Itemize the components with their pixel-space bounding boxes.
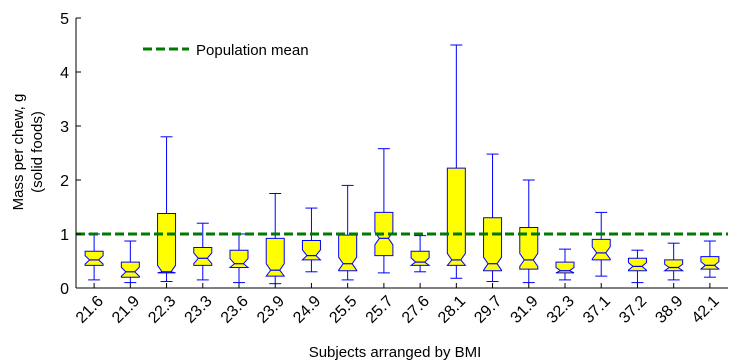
box-37.1	[591, 211, 611, 277]
legend: Population mean	[143, 42, 309, 59]
x-tick-label: 23.6	[218, 293, 252, 327]
notched-box	[338, 234, 358, 272]
legend-label-population-mean: Population mean	[196, 42, 309, 59]
notched-box	[591, 238, 611, 261]
y-tick-label: 3	[60, 119, 69, 136]
x-tick-label: 21.9	[109, 293, 143, 327]
box-31.9	[519, 179, 539, 284]
box-23.3	[193, 222, 213, 281]
notched-box	[265, 237, 286, 277]
y-tick-label: 2	[60, 173, 69, 190]
x-tick-label: 32.3	[544, 293, 578, 327]
plot-background	[76, 18, 728, 288]
y-axis-label-line-1: Mass per chew, g	[10, 94, 27, 211]
notched-box	[120, 261, 140, 278]
x-tick-label: 24.9	[290, 293, 324, 327]
x-tick-label: 22.3	[145, 293, 179, 327]
y-tick-label: 4	[60, 65, 69, 82]
x-tick-label: 37.1	[580, 293, 614, 327]
box-24.9	[301, 207, 322, 273]
box-27.6	[409, 235, 431, 273]
box-22.3	[157, 136, 177, 283]
notched-box	[700, 256, 720, 270]
x-tick-label: 38.9	[652, 293, 686, 327]
notched-box	[301, 239, 322, 261]
notched-box	[228, 249, 250, 268]
x-tick-label: 25.5	[326, 293, 360, 327]
notched-box	[157, 212, 177, 274]
notched-box	[84, 250, 104, 266]
x-tick-label: 23.9	[254, 293, 288, 327]
box-38.9	[663, 242, 685, 281]
notched-box	[193, 247, 213, 266]
y-axis-label-line-2: (solid foods)	[29, 111, 46, 193]
notched-box	[519, 227, 539, 270]
x-tick-label: 42.1	[689, 293, 723, 327]
y-tick-label: 0	[60, 281, 69, 298]
box-29.7	[483, 153, 503, 283]
x-tick-label: 23.3	[182, 293, 216, 327]
y-tick-label: 1	[60, 227, 69, 244]
x-tick-label: 21.6	[73, 293, 107, 327]
x-tick-label: 28.1	[435, 293, 469, 327]
box-32.3	[555, 248, 575, 281]
box-37.2	[627, 249, 647, 284]
boxes-layer	[84, 44, 720, 285]
notched-box	[627, 257, 647, 272]
box-23.6	[228, 233, 250, 284]
x-tick-label: 27.6	[399, 293, 433, 327]
x-tick-label: 25.7	[363, 293, 397, 327]
x-tick-label: 29.7	[471, 293, 505, 327]
notched-box	[446, 167, 467, 266]
x-tick-label: 31.9	[508, 293, 542, 327]
y-tick-label: 5	[60, 11, 69, 28]
notched-box	[409, 250, 431, 266]
box-42.1	[700, 240, 720, 278]
notched-box	[663, 259, 685, 272]
plot-area	[76, 18, 728, 288]
x-axis-label: Subjects arranged by BMI	[309, 344, 482, 361]
box-28.1	[446, 44, 467, 279]
notched-box	[483, 217, 503, 272]
x-tick-label: 37.2	[616, 293, 650, 327]
box-25.5	[338, 184, 358, 281]
box-21.9	[120, 240, 140, 284]
